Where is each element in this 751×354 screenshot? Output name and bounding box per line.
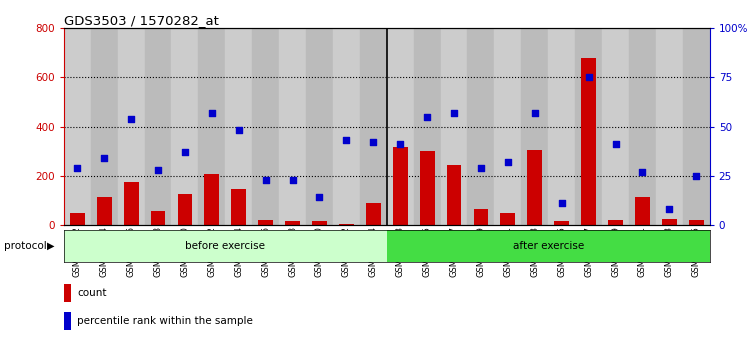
Text: GDS3503 / 1570282_at: GDS3503 / 1570282_at bbox=[64, 14, 219, 27]
Point bbox=[125, 116, 137, 121]
Bar bbox=[91, 28, 118, 225]
Bar bbox=[64, 28, 91, 225]
Bar bbox=[387, 28, 414, 225]
Bar bbox=[467, 28, 494, 225]
Point bbox=[260, 177, 272, 182]
Bar bbox=[70, 212, 85, 225]
Bar bbox=[231, 189, 246, 225]
Bar bbox=[441, 28, 467, 225]
Bar bbox=[683, 28, 710, 225]
Bar bbox=[635, 196, 650, 225]
Bar bbox=[494, 28, 521, 225]
Point bbox=[367, 139, 379, 145]
Point bbox=[152, 167, 164, 173]
Bar bbox=[97, 196, 112, 225]
Bar bbox=[64, 284, 71, 302]
Point bbox=[502, 159, 514, 165]
Bar bbox=[662, 219, 677, 225]
Point bbox=[179, 149, 191, 155]
Bar bbox=[575, 28, 602, 225]
Bar bbox=[474, 209, 488, 225]
Point bbox=[206, 110, 218, 116]
Text: percentile rank within the sample: percentile rank within the sample bbox=[77, 316, 253, 326]
Bar bbox=[198, 28, 225, 225]
Point bbox=[233, 128, 245, 133]
Bar bbox=[629, 28, 656, 225]
Bar bbox=[500, 212, 515, 225]
Bar bbox=[521, 28, 548, 225]
Bar bbox=[366, 203, 381, 225]
Bar bbox=[306, 28, 333, 225]
Text: after exercise: after exercise bbox=[513, 241, 584, 251]
Point bbox=[98, 155, 110, 161]
Bar bbox=[420, 151, 435, 225]
Point bbox=[583, 75, 595, 80]
Bar bbox=[124, 182, 138, 225]
Bar bbox=[414, 28, 441, 225]
Point bbox=[287, 177, 299, 182]
Point bbox=[313, 194, 325, 200]
Point bbox=[394, 141, 406, 147]
Bar bbox=[447, 165, 461, 225]
Point bbox=[475, 165, 487, 171]
Bar bbox=[312, 221, 327, 225]
Bar bbox=[656, 28, 683, 225]
Point bbox=[690, 173, 702, 178]
Bar bbox=[689, 220, 704, 225]
Bar bbox=[608, 220, 623, 225]
Point bbox=[529, 110, 541, 116]
Bar bbox=[225, 28, 252, 225]
Text: count: count bbox=[77, 288, 107, 298]
Point bbox=[663, 206, 675, 212]
Point bbox=[556, 200, 568, 206]
Point bbox=[421, 114, 433, 120]
Bar bbox=[387, 230, 710, 262]
Bar bbox=[602, 28, 629, 225]
Bar bbox=[177, 194, 192, 225]
Bar bbox=[118, 28, 144, 225]
Point bbox=[448, 110, 460, 116]
Text: protocol: protocol bbox=[4, 241, 47, 251]
Bar bbox=[333, 28, 360, 225]
Bar bbox=[339, 224, 354, 225]
Text: before exercise: before exercise bbox=[185, 241, 265, 251]
Bar bbox=[204, 175, 219, 225]
Bar bbox=[285, 221, 300, 225]
Bar bbox=[360, 28, 387, 225]
Bar bbox=[527, 150, 542, 225]
Bar bbox=[258, 220, 273, 225]
Bar bbox=[144, 28, 171, 225]
Bar bbox=[393, 147, 408, 225]
Bar bbox=[151, 211, 165, 225]
Bar bbox=[252, 28, 279, 225]
Bar bbox=[64, 230, 387, 262]
Bar bbox=[548, 28, 575, 225]
Point bbox=[71, 165, 83, 171]
Bar bbox=[64, 313, 71, 330]
Text: ▶: ▶ bbox=[47, 241, 55, 251]
Bar bbox=[171, 28, 198, 225]
Point bbox=[610, 141, 622, 147]
Point bbox=[636, 169, 648, 175]
Point bbox=[340, 137, 352, 143]
Bar bbox=[279, 28, 306, 225]
Bar bbox=[554, 221, 569, 225]
Bar bbox=[581, 58, 596, 225]
